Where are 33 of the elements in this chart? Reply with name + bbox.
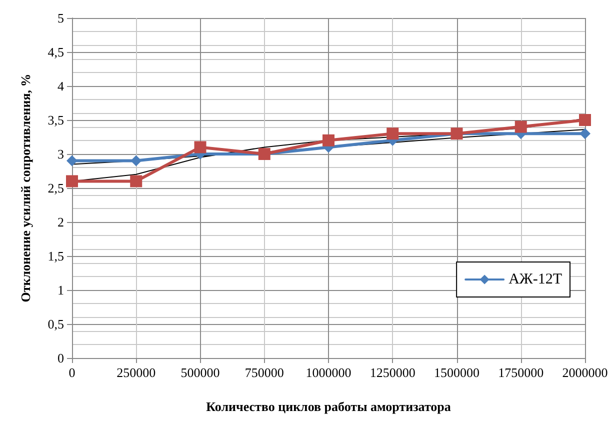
y-tick-label: 4 (58, 78, 64, 94)
x-tick-label: 750000 (244, 365, 284, 380)
y-tick-label: 3,5 (48, 112, 64, 128)
point (130, 155, 142, 166)
x-tick-label: 1750000 (498, 365, 544, 380)
legend-label: АЖ-12Т (508, 272, 562, 288)
point (322, 134, 334, 146)
x-axis-title: Количество циклов работы амортизатора (206, 399, 452, 414)
x-tick-label: 1500000 (434, 365, 480, 380)
point (579, 114, 591, 126)
x-tick-label: 1000000 (306, 365, 352, 380)
y-tick-label: 2 (58, 214, 64, 230)
y-tick-label: 1,5 (48, 248, 64, 264)
x-tick-label: 0 (68, 365, 76, 380)
point (66, 155, 78, 166)
y-tick-label: 0,5 (48, 316, 64, 332)
y-tick-label: 1 (58, 282, 64, 298)
point (514, 120, 527, 133)
y-tick-label: 3 (58, 146, 64, 162)
x-tick-label: 500000 (180, 365, 220, 380)
y-tick-label: 5 (58, 10, 64, 26)
point (580, 128, 590, 140)
x-tick-label: 2000000 (562, 365, 608, 380)
point (66, 175, 78, 188)
x-tick-label: 1250000 (370, 365, 416, 380)
y-tick-label: 2,5 (48, 180, 64, 196)
y-axis-title: Отклонение усилий сопротивления, % (18, 74, 33, 302)
point (194, 141, 206, 154)
point (130, 175, 142, 188)
y-tick-label: 4,5 (48, 44, 64, 60)
y-tick-label: 0 (58, 350, 64, 366)
point (386, 128, 399, 140)
x-tick-label: 250000 (116, 365, 156, 380)
